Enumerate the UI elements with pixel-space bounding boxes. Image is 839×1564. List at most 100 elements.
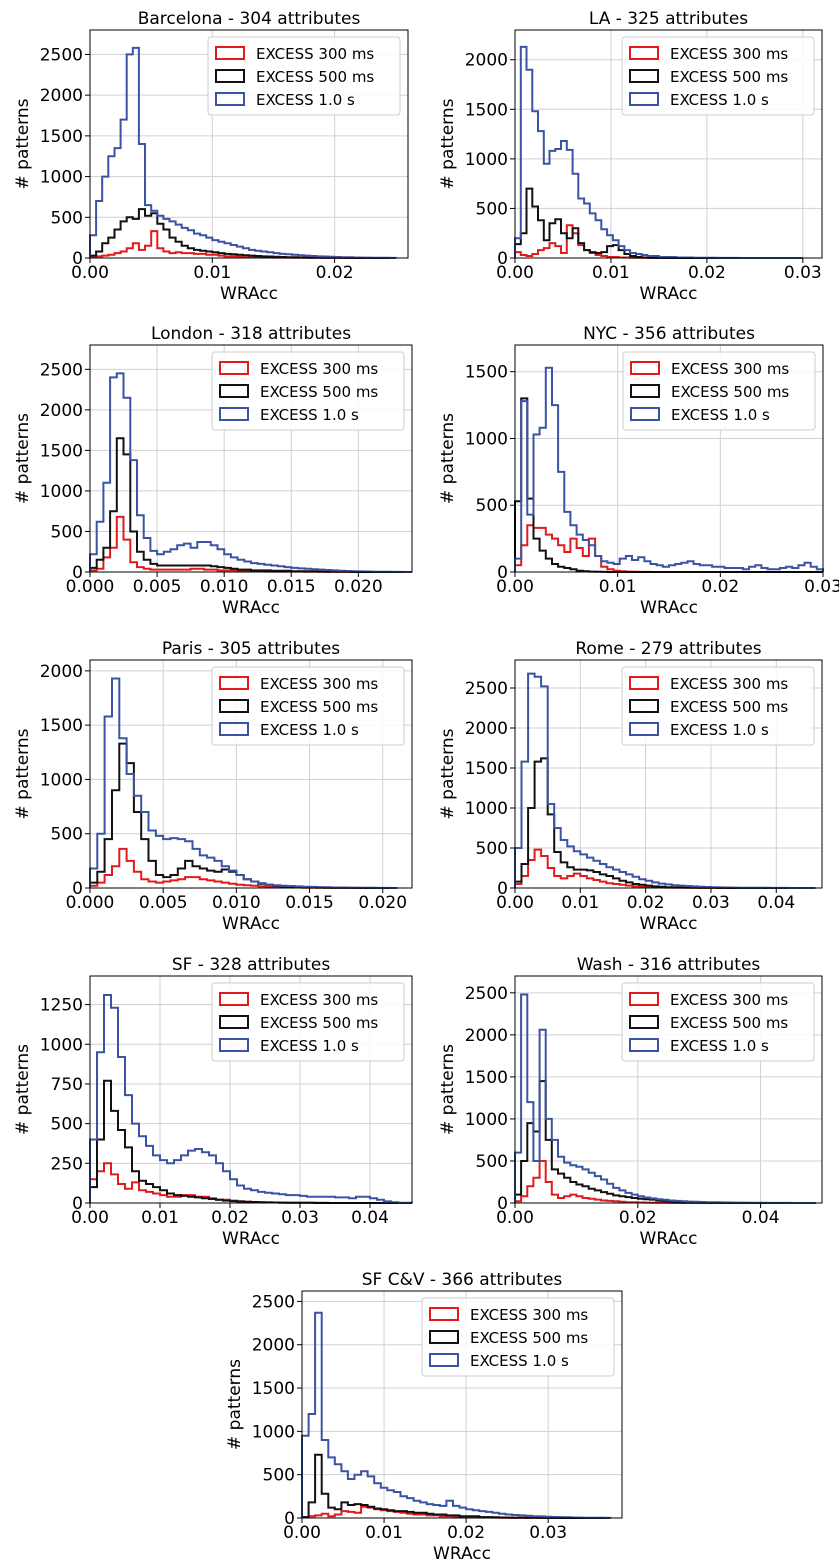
histogram-series-excess-500-ms xyxy=(514,187,803,259)
x-axis-label: WRAcc xyxy=(640,598,698,618)
x-tick-label: 0.02 xyxy=(627,893,665,913)
y-tick-label: 0 xyxy=(72,249,83,269)
legend-label: EXCESS 300 ms xyxy=(256,45,374,63)
legend: EXCESS 300 ms EXCESS 500 ms EXCESS 1.0 s xyxy=(207,36,401,116)
legend-box xyxy=(421,1297,615,1377)
chart-panel-sf-c-v-366-attributes: 0.00 0.01 0.02 0.03 0 500 1000 1500 2000 2500 SF C… xyxy=(225,1270,623,1564)
y-tick-label: 500 xyxy=(51,825,83,845)
plot-frame xyxy=(514,659,823,889)
legend: EXCESS 300 ms EXCESS 500 ms EXCESS 1.0 s xyxy=(621,982,815,1062)
legend-box xyxy=(211,351,405,431)
x-tick-label: 0.01 xyxy=(599,577,637,597)
legend-swatch xyxy=(630,407,660,421)
x-tick-label: 0.02 xyxy=(688,263,726,283)
chart-title: Paris - 305 attributes xyxy=(162,639,340,659)
y-tick-label: 2000 xyxy=(40,662,83,682)
legend-swatch xyxy=(219,676,249,690)
y-tick-label: 2000 xyxy=(465,51,508,71)
y-axis-label: # patterns xyxy=(13,728,33,819)
legend-label: EXCESS 500 ms xyxy=(671,383,789,401)
legend-label: EXCESS 1.0 s xyxy=(260,721,359,739)
legend-label: EXCESS 1.0 s xyxy=(256,91,355,109)
legend-swatch xyxy=(429,1307,459,1321)
histogram-series-excess-500-ms xyxy=(301,1453,611,1519)
y-tick-label: 500 xyxy=(476,199,508,219)
legend-label: EXCESS 500 ms xyxy=(470,1329,588,1347)
legend-swatch xyxy=(219,384,249,398)
chart-title: London - 318 attributes xyxy=(151,324,351,344)
x-tick-label: 0.00 xyxy=(496,263,534,283)
legend-swatch xyxy=(219,699,249,713)
y-tick-label: 2000 xyxy=(465,719,508,739)
histogram-series-excess-500-ms xyxy=(89,208,396,259)
legend: EXCESS 300 ms EXCESS 500 ms EXCESS 1.0 s xyxy=(211,351,405,431)
x-tick-label: 0.03 xyxy=(529,1523,567,1543)
legend: EXCESS 300 ms EXCESS 500 ms EXCESS 1.0 s xyxy=(211,982,405,1062)
legend-swatch xyxy=(219,1015,249,1029)
x-tick-label: 0.005 xyxy=(139,893,188,913)
y-axis-label: # patterns xyxy=(13,413,33,504)
y-tick-label: 2500 xyxy=(40,45,83,65)
legend-box xyxy=(211,982,405,1062)
x-tick-label: 0.04 xyxy=(757,893,795,913)
legend-label: EXCESS 1.0 s xyxy=(260,406,359,424)
y-tick-label: 1000 xyxy=(465,799,508,819)
x-axis-label: WRAcc xyxy=(222,914,280,934)
chart-title: Rome - 279 attributes xyxy=(575,639,761,659)
legend-label: EXCESS 500 ms xyxy=(670,68,788,86)
y-axis-label: # patterns xyxy=(225,1359,245,1450)
x-tick-label: 0.01 xyxy=(561,893,599,913)
histogram-series-excess-500-ms xyxy=(89,437,412,573)
chart-title: Wash - 316 attributes xyxy=(577,955,761,975)
histogram-series-excess-1-0-s xyxy=(89,46,397,259)
chart-panel-la-325-attributes: 0.00 0.01 0.02 0.03 0 500 1000 1500 2000 LA - 325… xyxy=(438,9,823,304)
legend-label: EXCESS 1.0 s xyxy=(470,1352,569,1370)
y-tick-label: 1500 xyxy=(465,100,508,120)
y-tick-label: 1000 xyxy=(465,150,508,170)
y-tick-label: 0 xyxy=(284,1509,295,1529)
legend-swatch xyxy=(629,69,659,83)
x-tick-label: 0.04 xyxy=(742,1208,780,1228)
y-tick-label: 500 xyxy=(476,1152,508,1172)
legend-swatch xyxy=(629,699,659,713)
legend-label: EXCESS 1.0 s xyxy=(671,406,770,424)
y-tick-label: 1000 xyxy=(40,168,83,188)
histogram-series-excess-1-0-s xyxy=(514,366,824,572)
legend-label: EXCESS 300 ms xyxy=(671,360,789,378)
legend: EXCESS 300 ms EXCESS 500 ms EXCESS 1.0 s xyxy=(621,666,815,746)
y-tick-label: 0 xyxy=(497,879,508,899)
legend-swatch xyxy=(429,1330,459,1344)
histogram-series-excess-300-ms xyxy=(514,1160,816,1204)
x-axis-label: WRAcc xyxy=(640,1229,698,1249)
x-tick-label: 0.020 xyxy=(334,577,383,597)
y-tick-label: 0 xyxy=(497,1194,508,1214)
legend-box xyxy=(621,666,815,746)
chart-title: Barcelona - 304 attributes xyxy=(138,9,361,29)
plot-frame xyxy=(89,344,413,573)
chart-title: LA - 325 attributes xyxy=(589,9,748,29)
histogram-series-excess-300-ms xyxy=(89,847,398,889)
y-axis-label: # patterns xyxy=(13,98,33,189)
x-tick-label: 0.03 xyxy=(692,893,730,913)
x-tick-label: 0.020 xyxy=(358,893,407,913)
chart-title: SF - 328 attributes xyxy=(172,955,331,975)
y-axis-label: # patterns xyxy=(438,413,458,504)
legend-label: EXCESS 300 ms xyxy=(260,360,378,378)
y-tick-label: 2500 xyxy=(252,1292,295,1312)
legend-label: EXCESS 1.0 s xyxy=(670,1037,769,1055)
legend-box xyxy=(622,351,816,431)
y-tick-label: 2500 xyxy=(465,984,508,1004)
plot-frame xyxy=(514,344,824,573)
x-tick-label: 0.03 xyxy=(784,263,822,283)
legend: EXCESS 300 ms EXCESS 500 ms EXCESS 1.0 s xyxy=(211,666,405,746)
x-tick-label: 0.01 xyxy=(193,263,231,283)
histogram-series-excess-500-ms xyxy=(89,742,398,889)
legend-swatch xyxy=(629,722,659,736)
x-axis-label: WRAcc xyxy=(220,284,278,304)
plot-frame xyxy=(514,975,823,1204)
legend-swatch xyxy=(219,407,249,421)
x-tick-label: 0.04 xyxy=(351,1208,389,1228)
chart-panel-nyc-356-attributes: 0.00 0.01 0.02 0.03 0 500 1000 1500 NYC - 356 at… xyxy=(438,324,839,618)
x-tick-label: 0.00 xyxy=(496,577,534,597)
chart-title: NYC - 356 attributes xyxy=(583,324,755,344)
